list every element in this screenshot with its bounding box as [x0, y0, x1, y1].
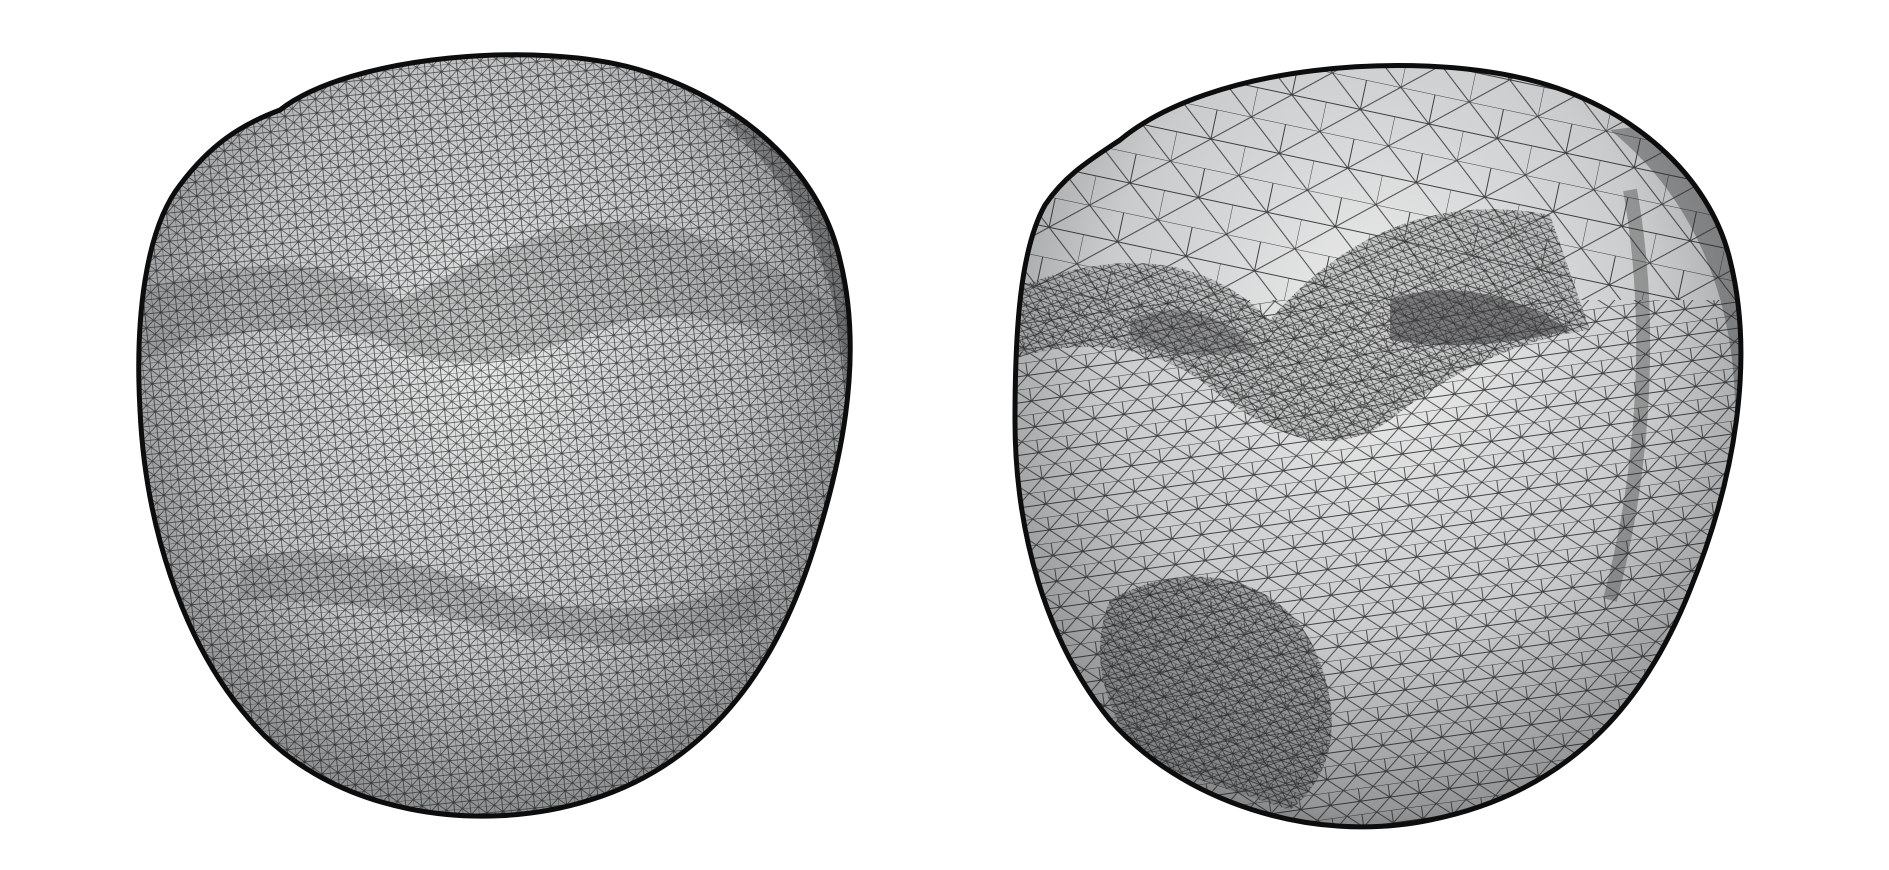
uniform-mesh-outline	[136, 52, 853, 819]
adaptive-mesh-svg	[1012, 63, 1744, 830]
adaptive-mesh-render	[990, 0, 1770, 870]
adaptive-mesh-surface	[1015, 65, 1741, 827]
adaptive-mesh-outline	[1012, 63, 1744, 830]
uniform-mesh-render	[120, 0, 880, 870]
uniform-mesh-svg	[136, 52, 853, 819]
